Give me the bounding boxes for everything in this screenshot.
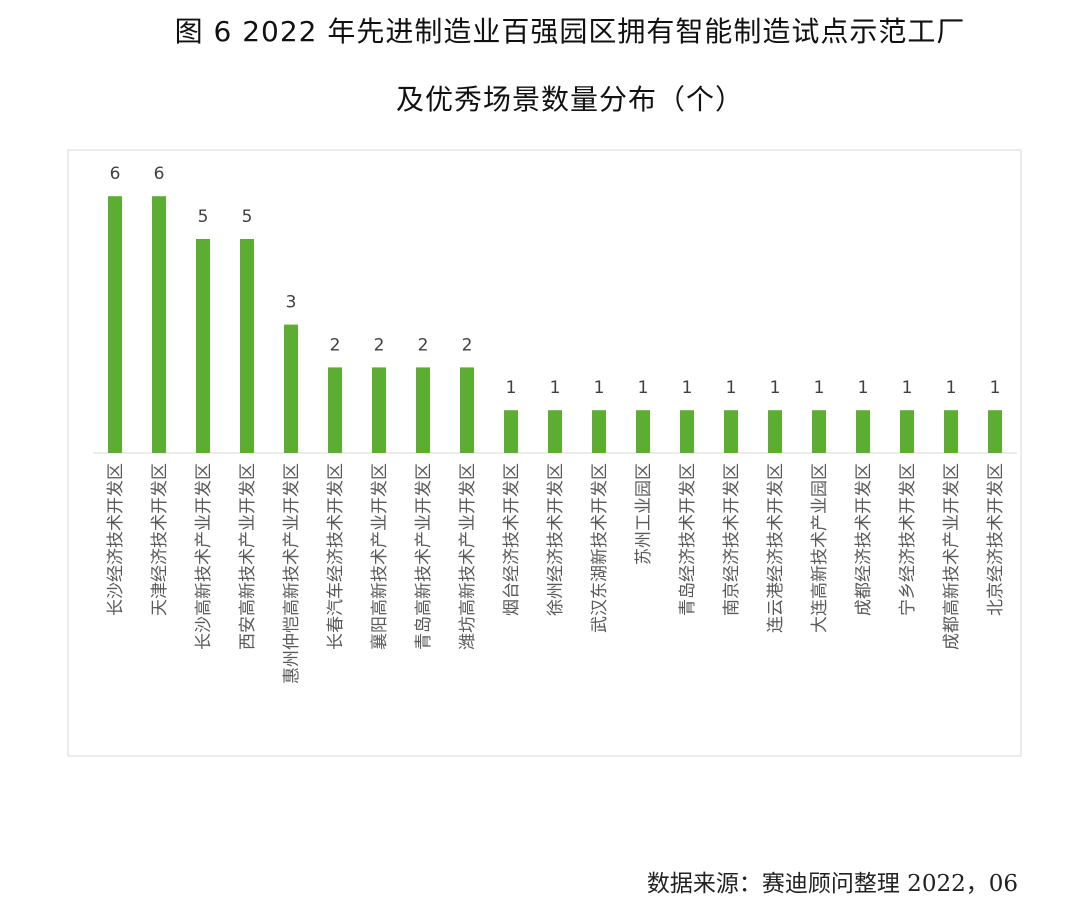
category-label: 长沙经济技术开发区 — [106, 463, 126, 616]
data-label: 1 — [550, 378, 561, 398]
data-label: 1 — [682, 378, 693, 398]
source-note: 数据来源：赛迪顾问整理 2022，06 — [646, 871, 1018, 897]
bar — [900, 410, 914, 453]
category-label: 南京经济技术开发区 — [722, 463, 742, 616]
category-label: 大连高新技术产业园区 — [810, 463, 830, 633]
category-label: 西安高新技术产业开发区 — [238, 463, 258, 650]
bar — [284, 324, 298, 453]
bar — [680, 410, 694, 453]
category-label: 潍坊高新技术产业开发区 — [458, 463, 478, 650]
data-label: 1 — [506, 378, 517, 398]
data-label: 1 — [594, 378, 605, 398]
bar — [240, 239, 254, 453]
data-label: 2 — [374, 335, 385, 355]
bar — [108, 196, 122, 453]
category-label: 宁乡经济技术开发区 — [898, 463, 918, 616]
bar — [372, 367, 386, 453]
category-label: 青岛经济技术开发区 — [678, 463, 698, 616]
category-label: 青岛高新技术产业开发区 — [414, 463, 434, 650]
category-label: 成都高新技术产业开发区 — [942, 463, 962, 650]
bar — [416, 367, 430, 453]
data-label: 5 — [242, 207, 253, 227]
bar — [812, 410, 826, 453]
data-label: 6 — [154, 164, 165, 184]
category-label: 烟台经济技术开发区 — [502, 463, 522, 616]
bar — [944, 410, 958, 453]
bar — [196, 239, 210, 453]
bar — [988, 410, 1002, 453]
data-label: 3 — [286, 293, 297, 313]
data-label: 2 — [418, 335, 429, 355]
data-label: 1 — [946, 378, 957, 398]
bar — [856, 410, 870, 453]
bar — [768, 410, 782, 453]
bar — [460, 367, 474, 453]
data-label: 1 — [770, 378, 781, 398]
category-label: 北京经济技术开发区 — [986, 463, 1006, 616]
data-label: 5 — [198, 207, 209, 227]
bar — [548, 410, 562, 453]
category-label: 惠州仲恺高新技术产业开发区 — [282, 463, 302, 684]
bar — [592, 410, 606, 453]
category-label: 长沙高新技术产业开发区 — [194, 463, 214, 650]
category-label: 成都经济技术开发区 — [854, 463, 874, 616]
data-label: 2 — [330, 335, 341, 355]
category-label: 天津经济技术开发区 — [150, 463, 170, 616]
chart-title: 图 6 2022 年先进制造业百强园区拥有智能制造试点示范工厂 — [174, 15, 966, 48]
data-label: 1 — [638, 378, 649, 398]
data-label: 2 — [462, 335, 473, 355]
category-label: 武汉东湖新技术开发区 — [590, 463, 610, 633]
category-label: 徐州经济技术开发区 — [546, 463, 566, 616]
data-label: 1 — [726, 378, 737, 398]
bar — [636, 410, 650, 453]
data-label: 1 — [902, 378, 913, 398]
category-label: 苏州工业园区 — [634, 463, 654, 565]
bar — [724, 410, 738, 453]
category-label: 襄阳高新技术产业开发区 — [369, 463, 390, 650]
data-label: 1 — [858, 378, 869, 398]
category-label: 连云港经济技术开发区 — [766, 463, 786, 633]
chart-subtitle: 及优秀场景数量分布（个） — [395, 83, 744, 116]
bar — [504, 410, 518, 453]
category-label: 长春汽车经济技术开发区 — [326, 463, 346, 650]
data-label: 1 — [814, 378, 825, 398]
data-label: 1 — [990, 378, 1001, 398]
bar — [328, 367, 342, 453]
data-label: 6 — [110, 164, 121, 184]
bar — [152, 196, 166, 453]
